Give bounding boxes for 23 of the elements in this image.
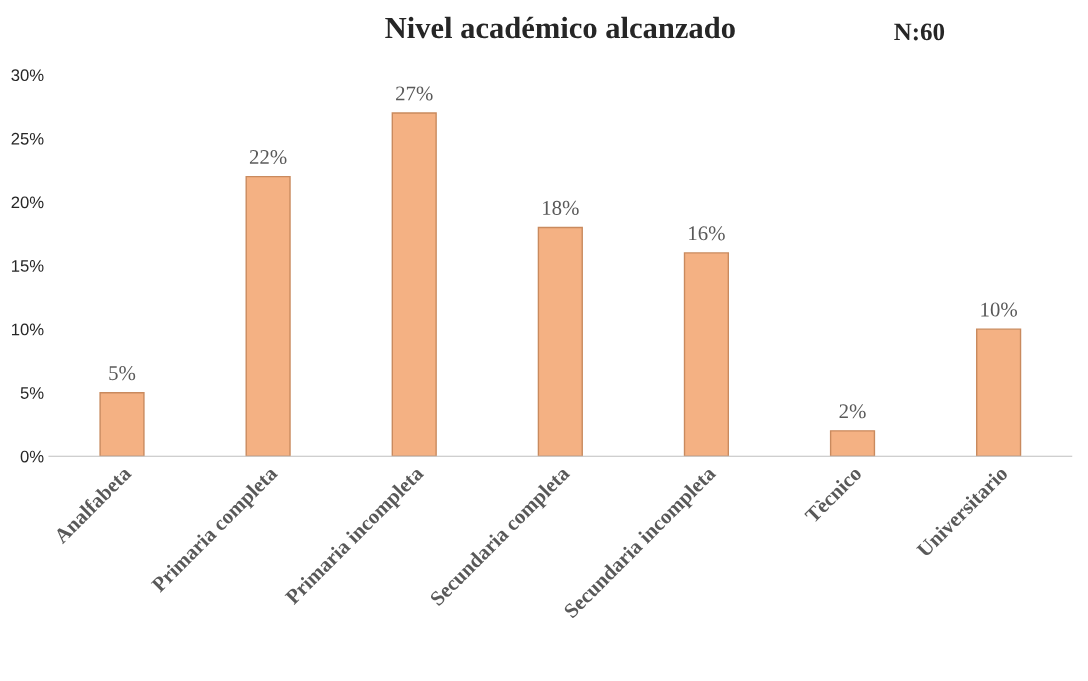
data-label: 22% [249,149,287,165]
data-label: 2% [839,404,866,419]
data-label: 16% [689,226,725,241]
y-tick-label: 30% [11,69,44,82]
data-label: 27% [396,86,433,101]
bar [683,252,730,457]
bar [99,392,145,457]
y-tick-label: 5% [20,387,44,399]
data-label: 18% [543,200,579,215]
y-tick-label: 15% [12,260,44,272]
text: N:60 [894,23,945,41]
y-tick-label: 20% [11,196,44,209]
bar [976,328,1022,457]
bar [829,430,876,457]
bar [537,226,583,457]
bar [391,112,437,457]
bar [245,175,291,457]
data-label: 5% [109,366,136,381]
y-tick-label: 10% [12,323,44,336]
data-label: 10% [981,302,1018,317]
y-tick-label: 25% [11,132,44,145]
chart-title: Nivel académico alcanzado [385,16,735,39]
y-tick-label: 0% [20,450,44,463]
